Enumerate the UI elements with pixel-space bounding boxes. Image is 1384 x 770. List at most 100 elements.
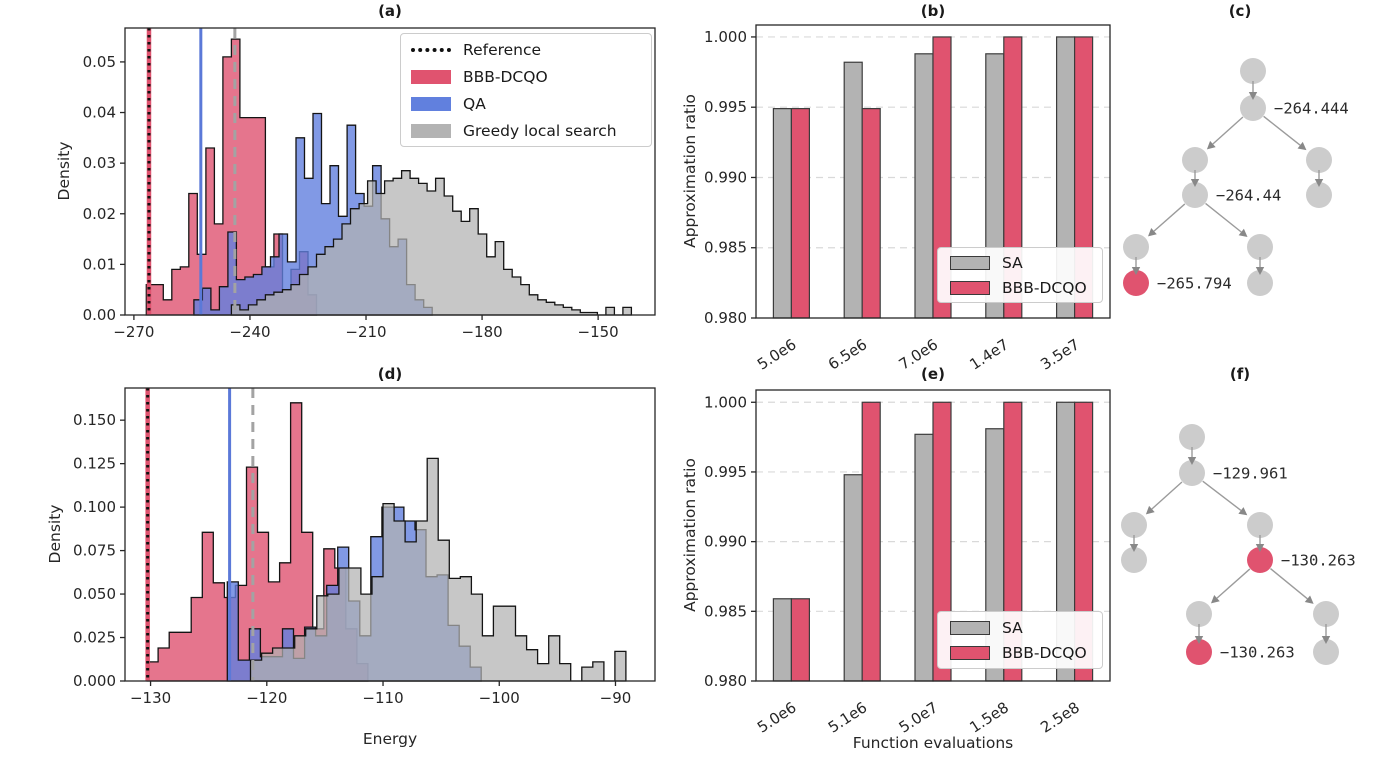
x-category-label: 5.0e7 [896, 698, 942, 736]
x-tick-label: −180 [461, 323, 502, 341]
tree-node-f-3 [1247, 512, 1273, 538]
y-tick-label: 0.050 [73, 585, 116, 603]
panel-d-ylabel: Density [46, 504, 64, 564]
y-tick-label: 0.980 [704, 672, 747, 690]
tree-edge [1270, 568, 1308, 600]
tree-arrowhead [1194, 636, 1204, 644]
legend-item-sa: SA [938, 615, 1102, 640]
tree-edge [1205, 202, 1242, 233]
panel-c: −264.444 −264.44 −265.794 [1123, 58, 1349, 296]
legend-label: BBB-DCQO [1002, 643, 1087, 662]
reference-line-swatch [411, 47, 451, 52]
plot-frame [124, 27, 656, 316]
panel-c-title: (c) [1228, 2, 1252, 20]
x-tick-label: −90 [600, 689, 632, 707]
y-tick-label: 0.995 [704, 98, 747, 116]
tree-node-f-2 [1121, 512, 1147, 538]
tree-node-f-9 [1313, 639, 1339, 665]
tree-node-f-6 [1186, 601, 1212, 627]
tree-node-f-8 [1186, 639, 1212, 665]
tree-node-c-3 [1306, 147, 1332, 173]
y-tick-label: 0.980 [704, 309, 747, 327]
tree-arrowhead [1145, 505, 1155, 515]
panel-e-xlabel: Function evaluations [852, 734, 1014, 752]
y-tick-label: 1.000 [704, 28, 747, 46]
tree-arrowhead [1255, 544, 1265, 552]
tree-node-c-1 [1240, 95, 1266, 121]
panel-f: −129.961 −130.263 −130.263 [1121, 424, 1356, 665]
tree-node-c-7 [1247, 234, 1273, 260]
x-tick-label: −210 [345, 323, 386, 341]
y-tick-label: 1.000 [704, 393, 747, 411]
y-tick-label: 0.02 [83, 205, 116, 223]
x-category-label: 1.5e8 [966, 698, 1012, 736]
tree-node-c-0 [1240, 58, 1266, 84]
plot-frame [755, 389, 1111, 682]
bbb-dcqo-swatch [950, 280, 990, 295]
tree-edge [1202, 480, 1242, 511]
histogram-Greedy local search [249, 457, 627, 682]
x-category-label: 5.0e6 [754, 698, 800, 736]
tree-node-label-c-1: −264.444 [1274, 100, 1349, 118]
x-tick-label: −110 [362, 689, 403, 707]
x-category-label: 2.5e8 [1037, 698, 1083, 736]
x-category-label: 3.5e7 [1037, 335, 1083, 373]
panel-b: 5.0e6 6.5e6 7.0e6 1.4e7 3.5e70.9800.9850.990… [704, 24, 1111, 374]
y-tick-label: 0.985 [704, 602, 747, 620]
x-tick-label: −240 [229, 323, 270, 341]
tree-node-c-2 [1182, 147, 1208, 173]
tree-arrowhead [1206, 140, 1216, 150]
tree-node-f-0 [1179, 424, 1205, 450]
legend-label: SA [1002, 618, 1023, 637]
bar-BBB-DCQO-6.5e6 [861, 108, 881, 319]
x-tick-label: −120 [246, 689, 287, 707]
tree-edge [1216, 568, 1251, 599]
y-tick-label: 0.990 [704, 533, 747, 551]
legend-item-reference: Reference [401, 36, 651, 63]
tree-node-label-f-8: −130.263 [1220, 644, 1295, 662]
y-tick-label: 0.025 [73, 629, 116, 647]
y-tick-label: 0.000 [73, 672, 116, 690]
tree-node-c-8 [1123, 270, 1149, 296]
legend-item-greedy: Greedy local search [401, 117, 651, 144]
tree-arrowhead [1238, 228, 1248, 238]
bbb-dcqo-swatch [950, 645, 990, 660]
y-tick-label: 0.985 [704, 239, 747, 257]
panel-e: 5.0e6 5.1e6 5.0e7 1.5e8 2.5e8 0.980 0.985 0.990… [704, 389, 1111, 737]
panel-d: 0.000 0.025 0.050 0.075 0.100 0.125 0.150 −130 −… [73, 387, 656, 707]
legend-panel-e: SA BBB-DCQO [937, 611, 1103, 669]
bar-BBB-DCQO-5.0e6 [790, 108, 811, 319]
tree-arrowhead [1314, 179, 1324, 187]
tree-node-f-4 [1121, 547, 1147, 573]
panel-d-title: (d) [377, 365, 403, 383]
y-tick-label: 0.990 [704, 168, 747, 186]
y-tick-label: 0.075 [73, 542, 116, 560]
tree-edge [1151, 481, 1183, 510]
panel-f-title: (f) [1229, 365, 1251, 383]
legend-label: BBB-DCQO [463, 67, 548, 86]
tree-arrowhead [1190, 179, 1200, 187]
panel-e-title: (e) [921, 365, 945, 383]
y-tick-label: 0.995 [704, 463, 747, 481]
y-tick-label: 0.150 [73, 411, 116, 429]
legend-label: Reference [463, 40, 542, 59]
tree-arrowhead [1129, 544, 1139, 552]
tree-node-label-c-8: −265.794 [1157, 275, 1232, 293]
tree-edge [1212, 116, 1244, 145]
y-tick-label: 0.00 [83, 306, 116, 324]
panel-d-xlabel: Energy [362, 730, 418, 748]
tree-arrowhead [1304, 595, 1314, 604]
x-category-label: 5.1e6 [825, 698, 871, 736]
tree-arrowhead [1297, 141, 1307, 151]
y-tick-label: 0.125 [73, 455, 116, 473]
bar-SA-5.1e6 [843, 474, 863, 682]
tree-arrowhead [1238, 507, 1248, 516]
tree-arrowhead [1187, 457, 1197, 465]
bar-SA-5.0e7 [914, 433, 934, 682]
bar-SA-5.0e6 [772, 598, 793, 682]
legend-panel-a: Reference BBB-DCQO QA Greedy local searc… [400, 33, 652, 147]
x-category-label: 5.0e6 [754, 335, 800, 373]
x-tick-label: −130 [130, 689, 171, 707]
x-tick-label: −270 [113, 323, 154, 341]
